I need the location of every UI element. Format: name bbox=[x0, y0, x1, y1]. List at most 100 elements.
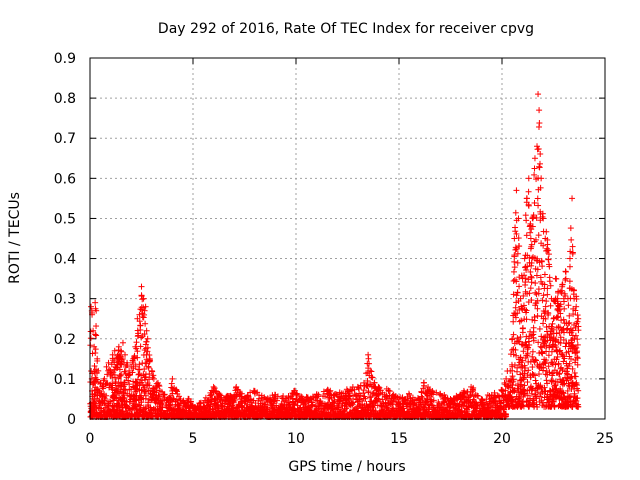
roti-point bbox=[142, 320, 149, 327]
roti-point bbox=[567, 225, 574, 232]
roti-point-peak bbox=[531, 155, 538, 162]
roti-point bbox=[143, 338, 150, 345]
roti-point bbox=[547, 282, 554, 289]
roti-point-peak bbox=[150, 375, 157, 382]
roti-point bbox=[118, 358, 125, 365]
roti-point-peak bbox=[144, 335, 151, 342]
roti-point bbox=[141, 366, 148, 373]
roti-point bbox=[102, 395, 109, 402]
roti-point bbox=[572, 373, 579, 380]
roti-point bbox=[518, 317, 525, 324]
roti-point bbox=[528, 274, 535, 281]
roti-point-peak bbox=[535, 91, 542, 98]
roti-point bbox=[514, 259, 521, 266]
roti-point bbox=[528, 273, 535, 280]
roti-point bbox=[145, 364, 152, 371]
roti-point bbox=[142, 395, 149, 402]
roti-point bbox=[544, 291, 551, 298]
roti-point bbox=[95, 387, 102, 394]
roti-point bbox=[513, 278, 520, 285]
roti-point bbox=[510, 318, 517, 325]
roti-point bbox=[133, 339, 140, 346]
roti-point bbox=[532, 280, 539, 287]
roti-point-peak bbox=[527, 235, 534, 242]
roti-point bbox=[562, 268, 569, 275]
roti-point-peak bbox=[566, 255, 573, 262]
x-tick-label: 5 bbox=[189, 431, 198, 447]
roti-point bbox=[510, 268, 517, 275]
roti-point-peak bbox=[569, 195, 576, 202]
roti-point bbox=[129, 369, 136, 376]
roti-point bbox=[141, 331, 148, 338]
roti-point bbox=[527, 229, 534, 236]
roti-point-peak bbox=[519, 275, 526, 282]
chart-title: Day 292 of 2016, Rate Of TEC Index for r… bbox=[158, 21, 534, 37]
roti-point bbox=[103, 392, 110, 399]
roti-point-peak bbox=[365, 351, 372, 358]
roti-point bbox=[568, 236, 575, 243]
roti-point bbox=[107, 398, 114, 405]
y-tick-label: 0.8 bbox=[54, 91, 76, 107]
roti-point bbox=[139, 377, 146, 384]
roti-point bbox=[130, 392, 137, 399]
roti-point bbox=[159, 404, 166, 411]
roti-point bbox=[156, 393, 163, 400]
roti-point bbox=[115, 401, 122, 408]
roti-point-peak bbox=[536, 107, 543, 114]
roti-point bbox=[122, 370, 129, 377]
roti-point bbox=[546, 278, 553, 285]
roti-point bbox=[530, 324, 537, 331]
roti-point bbox=[529, 348, 536, 355]
roti-point bbox=[522, 281, 529, 288]
x-tick-label: 15 bbox=[390, 431, 408, 447]
roti-point bbox=[536, 325, 543, 332]
roti-point bbox=[535, 371, 542, 378]
roti-point-peak bbox=[525, 175, 532, 182]
roti-point bbox=[541, 271, 548, 278]
roti-point bbox=[523, 232, 530, 239]
roti-point bbox=[144, 344, 151, 351]
roti-point bbox=[418, 389, 425, 396]
y-tick-label: 0.6 bbox=[54, 171, 76, 187]
roti-point bbox=[149, 385, 156, 392]
roti-point bbox=[139, 296, 146, 303]
roti-point bbox=[118, 348, 125, 355]
roti-point bbox=[536, 120, 543, 127]
roti-point bbox=[545, 352, 552, 359]
roti-point bbox=[543, 298, 550, 305]
roti-point bbox=[522, 212, 529, 219]
roti-point bbox=[92, 331, 99, 338]
roti-point bbox=[536, 160, 543, 167]
roti-point bbox=[525, 188, 532, 195]
roti-point bbox=[544, 285, 551, 292]
roti-point bbox=[524, 379, 531, 386]
roti-point bbox=[132, 363, 139, 370]
roti-point-peak bbox=[552, 275, 559, 282]
roti-point bbox=[511, 258, 518, 265]
roti-point bbox=[554, 314, 561, 321]
roti-point bbox=[512, 209, 519, 216]
roti-point bbox=[120, 392, 127, 399]
roti-point bbox=[553, 330, 560, 337]
roti-point-peak bbox=[513, 187, 520, 194]
roti-point bbox=[574, 336, 581, 343]
roti-point-peak bbox=[138, 283, 145, 290]
roti-point-peak bbox=[529, 215, 536, 222]
roti-point bbox=[134, 354, 141, 361]
data-points bbox=[87, 91, 582, 420]
roti-point bbox=[116, 366, 123, 373]
roti-point bbox=[137, 343, 144, 350]
roti-point-peak bbox=[420, 379, 427, 386]
roti-point bbox=[510, 331, 517, 338]
roti-point bbox=[569, 249, 576, 256]
y-tick-label: 0.5 bbox=[54, 211, 76, 227]
roti-point bbox=[91, 362, 98, 369]
roti-point bbox=[474, 392, 481, 399]
roti-point bbox=[112, 378, 119, 385]
roti-point bbox=[511, 264, 518, 271]
roti-point bbox=[109, 382, 116, 389]
roti-point bbox=[521, 306, 528, 313]
y-tick-label: 0.7 bbox=[54, 131, 76, 147]
grid-lines bbox=[90, 58, 605, 419]
tick-labels: 0 5 10 15 20 25 0 0.1 0.2 0.3 0.4 0.5 0.6 0.7 0.8 0.9 bbox=[54, 51, 614, 447]
